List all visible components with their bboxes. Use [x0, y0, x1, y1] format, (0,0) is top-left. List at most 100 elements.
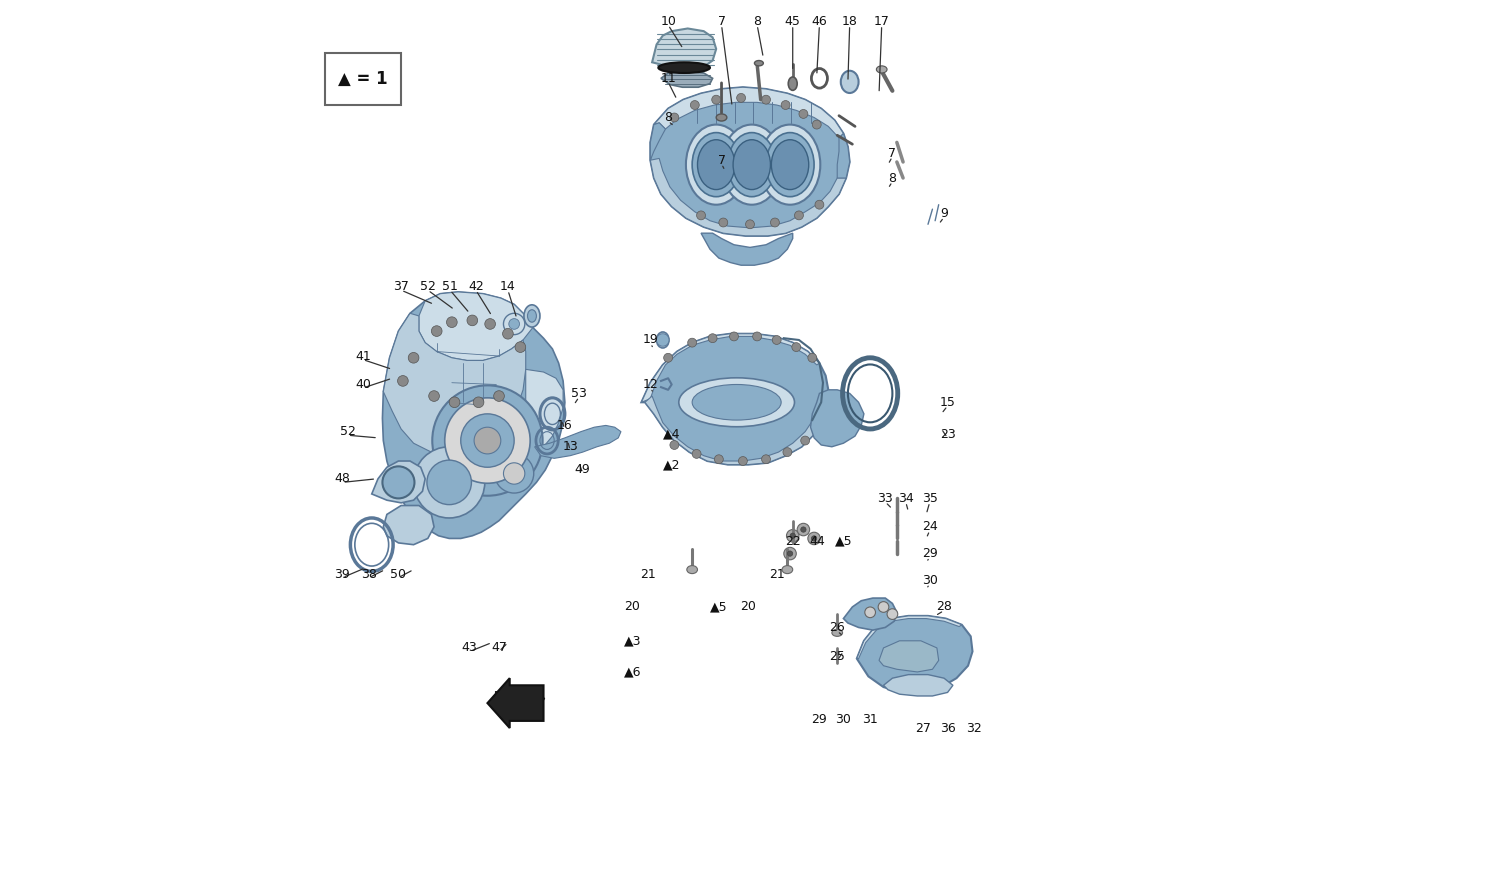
Circle shape — [398, 376, 408, 386]
Text: 49: 49 — [574, 464, 591, 476]
Circle shape — [504, 463, 525, 484]
Text: 15: 15 — [939, 396, 956, 409]
Text: 30: 30 — [836, 713, 852, 725]
Circle shape — [801, 436, 810, 445]
Circle shape — [444, 398, 530, 483]
Ellipse shape — [716, 114, 728, 121]
Circle shape — [670, 113, 680, 122]
Text: 28: 28 — [936, 601, 952, 613]
Circle shape — [708, 334, 717, 343]
Circle shape — [729, 332, 738, 341]
Text: 9: 9 — [940, 207, 948, 220]
Ellipse shape — [658, 62, 710, 73]
Text: 30: 30 — [922, 574, 938, 587]
Polygon shape — [856, 616, 962, 659]
Polygon shape — [534, 425, 621, 458]
Polygon shape — [884, 675, 952, 696]
Text: 8: 8 — [664, 111, 672, 124]
Polygon shape — [652, 28, 716, 69]
Circle shape — [509, 319, 519, 329]
Circle shape — [432, 326, 442, 336]
Circle shape — [670, 441, 680, 449]
Circle shape — [800, 109, 808, 118]
Circle shape — [784, 547, 796, 560]
Text: 7: 7 — [717, 15, 726, 28]
Polygon shape — [642, 334, 819, 402]
Text: 36: 36 — [939, 722, 956, 734]
Circle shape — [865, 607, 876, 618]
Text: 37: 37 — [393, 280, 410, 293]
Text: 40: 40 — [356, 378, 370, 391]
Circle shape — [408, 352, 419, 363]
Polygon shape — [843, 598, 897, 630]
Text: 8: 8 — [888, 172, 897, 184]
Circle shape — [771, 218, 780, 227]
Circle shape — [783, 448, 792, 457]
Text: 11: 11 — [660, 72, 676, 85]
Text: 50: 50 — [390, 568, 406, 580]
Polygon shape — [642, 334, 828, 465]
Text: 52: 52 — [340, 425, 356, 438]
Text: 17: 17 — [874, 15, 890, 28]
Ellipse shape — [657, 332, 669, 348]
Circle shape — [429, 391, 439, 401]
Circle shape — [460, 414, 514, 467]
Polygon shape — [651, 123, 666, 160]
Text: ▲5: ▲5 — [710, 601, 728, 613]
Text: 20: 20 — [624, 601, 640, 613]
Polygon shape — [856, 616, 972, 692]
Text: 16: 16 — [556, 419, 573, 432]
Circle shape — [746, 220, 754, 229]
Text: 51: 51 — [442, 280, 458, 293]
Circle shape — [503, 328, 513, 339]
Ellipse shape — [692, 384, 782, 420]
Circle shape — [663, 353, 672, 362]
Text: 23: 23 — [939, 428, 956, 441]
Ellipse shape — [760, 125, 820, 205]
Text: 44: 44 — [808, 535, 825, 547]
Circle shape — [414, 447, 485, 518]
Polygon shape — [372, 461, 424, 503]
Text: 13: 13 — [562, 441, 578, 453]
FancyBboxPatch shape — [326, 53, 400, 105]
Circle shape — [808, 353, 816, 362]
Circle shape — [432, 385, 543, 496]
Circle shape — [790, 533, 795, 538]
Polygon shape — [879, 641, 939, 672]
Text: 18: 18 — [842, 15, 858, 28]
Ellipse shape — [782, 566, 792, 574]
Text: ▲5: ▲5 — [834, 535, 852, 547]
Polygon shape — [645, 396, 828, 465]
Circle shape — [782, 101, 790, 109]
Text: 34: 34 — [898, 492, 914, 505]
Circle shape — [795, 211, 804, 220]
Ellipse shape — [524, 304, 540, 328]
Polygon shape — [384, 506, 433, 545]
Text: 26: 26 — [830, 621, 844, 634]
Text: 38: 38 — [362, 568, 376, 580]
Text: 14: 14 — [500, 280, 516, 293]
Polygon shape — [382, 292, 566, 538]
Text: 29: 29 — [922, 547, 938, 560]
Circle shape — [466, 315, 477, 326]
Circle shape — [813, 120, 820, 129]
Ellipse shape — [771, 140, 808, 190]
Text: 7: 7 — [717, 154, 726, 166]
Ellipse shape — [842, 71, 858, 93]
Ellipse shape — [698, 140, 735, 190]
Ellipse shape — [734, 140, 771, 190]
Polygon shape — [651, 158, 846, 236]
Circle shape — [815, 200, 824, 209]
Polygon shape — [837, 134, 849, 178]
Text: 21: 21 — [770, 568, 784, 580]
Text: 7: 7 — [888, 147, 897, 159]
Polygon shape — [700, 233, 792, 265]
Text: 12: 12 — [642, 378, 658, 391]
Text: ▲ = 1: ▲ = 1 — [339, 70, 388, 88]
Polygon shape — [651, 87, 849, 236]
Polygon shape — [488, 678, 543, 728]
Circle shape — [886, 609, 897, 619]
Polygon shape — [419, 292, 532, 360]
Circle shape — [495, 454, 534, 493]
Text: 42: 42 — [468, 280, 484, 293]
